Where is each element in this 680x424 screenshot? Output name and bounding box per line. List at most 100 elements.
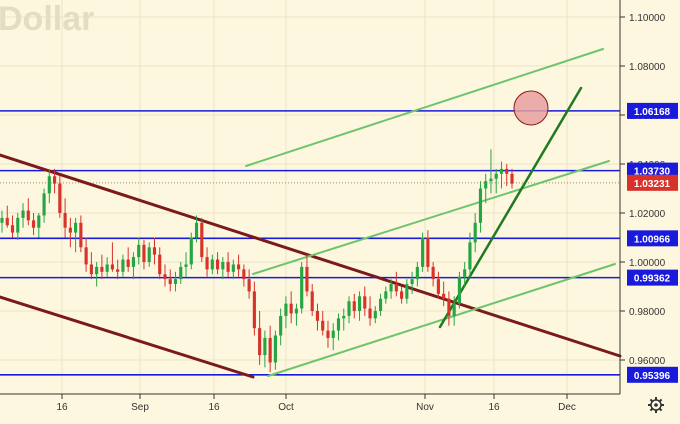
- candle: [315, 303, 320, 331]
- candle: [63, 198, 67, 238]
- candle-body: [173, 279, 178, 285]
- candle: [384, 286, 388, 304]
- candle: [405, 279, 409, 304]
- candle-body: [63, 213, 67, 228]
- time-axis[interactable]: 16 Sep 16 Oct Nov 16 Dec: [56, 394, 576, 413]
- candle: [100, 254, 104, 280]
- candle: [289, 291, 293, 324]
- candle-body: [263, 337, 267, 356]
- candle: [126, 247, 130, 272]
- candle-body: [221, 262, 225, 270]
- candle: [463, 262, 467, 287]
- candle: [478, 181, 483, 233]
- candle-body: [74, 222, 78, 233]
- candle-body: [300, 266, 304, 309]
- channel-line-lower[interactable]: [267, 263, 616, 377]
- downtrend-line-lower[interactable]: [0, 295, 255, 379]
- candle-body: [5, 217, 9, 226]
- candle: [105, 257, 109, 277]
- candle: [84, 237, 88, 272]
- channel-line-middle[interactable]: [252, 160, 610, 275]
- candle-body: [137, 244, 141, 258]
- level-label-box[interactable]: [627, 269, 678, 286]
- candle-body: [315, 311, 320, 321]
- candle: [305, 254, 309, 297]
- candle-body: [326, 330, 330, 338]
- target-circle[interactable]: [513, 90, 549, 126]
- candle: [215, 252, 220, 275]
- candle: [131, 252, 136, 280]
- candle-body: [294, 308, 299, 314]
- candle: [226, 252, 230, 277]
- candle-body: [468, 242, 472, 270]
- candle-body: [463, 269, 467, 277]
- candle-body: [205, 257, 209, 270]
- level-label-box[interactable]: [627, 366, 678, 383]
- candle-body: [210, 259, 214, 270]
- candle-body: [452, 303, 456, 316]
- candle-body: [110, 264, 114, 270]
- candle: [300, 262, 304, 314]
- candle: [5, 205, 9, 228]
- candle-body: [37, 215, 41, 228]
- candle: [47, 168, 51, 204]
- horizontal-levels[interactable]: [0, 110, 620, 376]
- price-axis[interactable]: 1.100001.080001.060001.040001.020001.000…: [620, 13, 678, 383]
- candle-body: [431, 266, 435, 280]
- candle-body: [163, 274, 167, 280]
- candle-body: [116, 269, 120, 272]
- candle: [247, 269, 251, 299]
- candle: [242, 264, 246, 287]
- candle-body: [215, 259, 220, 270]
- level-label-box[interactable]: [627, 102, 678, 119]
- candle-body: [247, 279, 251, 292]
- candle-body: [84, 247, 88, 265]
- candle: [142, 239, 146, 270]
- candle-body: [321, 320, 325, 331]
- candle-body: [415, 266, 419, 280]
- candle: [147, 242, 151, 267]
- candle-body: [352, 301, 356, 311]
- candle-body: [121, 259, 125, 272]
- candle: [499, 161, 504, 189]
- uptrend-line[interactable]: [438, 86, 583, 329]
- trend-lines[interactable]: [0, 48, 622, 379]
- candle-body: [95, 266, 99, 275]
- candle-body: [200, 222, 204, 258]
- channel-line-upper[interactable]: [245, 48, 604, 167]
- candle-body: [79, 222, 83, 248]
- candle-body: [489, 178, 493, 182]
- last-price-label: 1.03231: [634, 179, 671, 190]
- level-label-box[interactable]: [627, 162, 678, 179]
- candle-body: [231, 264, 235, 272]
- candle: [505, 164, 509, 187]
- candle: [363, 286, 367, 316]
- settings-button[interactable]: [648, 397, 664, 413]
- candle-body: [0, 217, 4, 223]
- candle-body: [494, 173, 498, 179]
- candle-body: [331, 330, 335, 338]
- candle: [468, 232, 472, 277]
- candle-body: [273, 335, 277, 363]
- candle-body: [305, 266, 309, 292]
- candle: [10, 215, 15, 238]
- candle: [194, 215, 199, 243]
- candle-body: [505, 168, 509, 174]
- time-tick-label: 16: [208, 402, 220, 413]
- candle: [53, 168, 57, 194]
- candle-body: [389, 284, 393, 292]
- candle: [442, 281, 446, 307]
- price-tick-label: 0.96000: [629, 356, 666, 367]
- last-price-box[interactable]: [627, 174, 678, 191]
- candle-body: [105, 264, 109, 272]
- candle: [415, 262, 419, 287]
- candle: [210, 254, 214, 275]
- level-label-box[interactable]: [627, 230, 678, 247]
- candle-body: [342, 315, 346, 319]
- candle: [357, 291, 362, 321]
- level-label: 0.99362: [634, 274, 671, 285]
- candle: [331, 323, 335, 351]
- candle-body: [68, 227, 72, 233]
